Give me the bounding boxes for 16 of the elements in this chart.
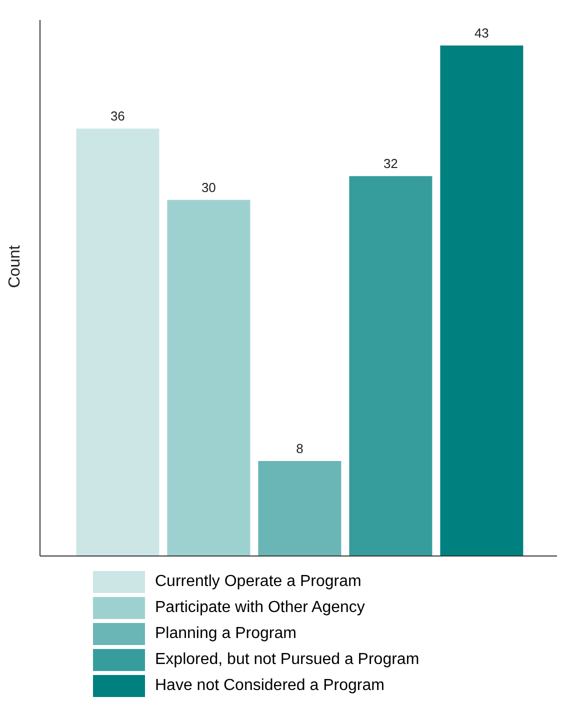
data-label: 30	[201, 180, 216, 195]
bar	[258, 461, 342, 556]
bar	[349, 176, 432, 556]
legend-label: Currently Operate a Program	[155, 573, 362, 591]
bar	[76, 128, 160, 556]
data-label: 32	[383, 156, 398, 172]
data-label: 36	[110, 108, 125, 124]
data-label: 8	[296, 441, 304, 456]
legend-label: Participate with Other Agency	[155, 599, 365, 617]
bar	[440, 46, 524, 556]
legend-label: Planning a Program	[155, 625, 296, 643]
bar	[167, 200, 250, 556]
legend-label: Explored, but not Pursued a Program	[155, 651, 420, 669]
data-label: 43	[474, 26, 489, 41]
legend-label: Have not Considered a Program	[155, 677, 384, 695]
y-axis-title: Count	[6, 244, 24, 288]
